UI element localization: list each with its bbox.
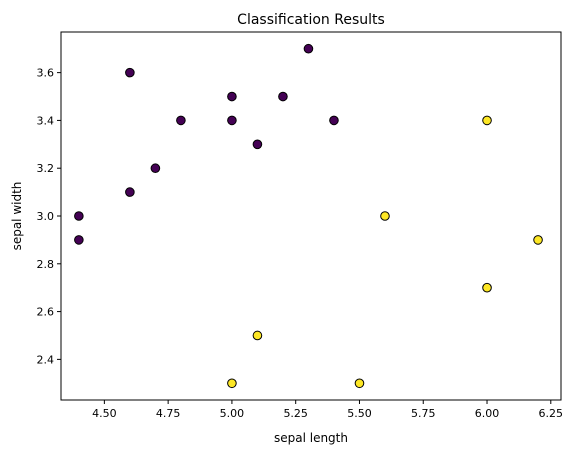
x-axis-label: sepal length [274,431,348,445]
scatter-point-class-1 [482,282,492,293]
scatter-point-class-1 [380,211,390,221]
scatter-point-class-1 [354,378,365,389]
y-tick-label: 3.4 [37,114,55,127]
scatter-point-class-1 [252,330,263,341]
scatter-point-class-0 [252,139,263,150]
scatter-point-class-1 [533,235,543,245]
scatter-point-class-0 [278,91,288,102]
x-tick-label: 5.00 [220,407,245,420]
scatter-point-class-0 [150,163,161,174]
x-tick-label: 5.75 [411,407,436,420]
y-tick-label: 3.0 [37,210,55,223]
scatter-point-class-0 [176,115,186,126]
x-tick-label: 6.25 [539,407,564,420]
y-axis-ticks: 2.4 2.6 2.8 3.0 3.2 3.4 3.6 [37,67,61,366]
x-tick-label: 4.50 [92,407,117,420]
y-axis-label: sepal width [10,182,24,251]
scatter-point-class-0 [74,235,84,245]
y-tick-label: 2.4 [37,353,55,366]
y-tick-label: 2.8 [37,258,55,271]
scatter-point-class-0 [227,115,237,126]
scatter-point-class-0 [303,43,314,54]
y-tick-label: 3.6 [37,67,55,80]
x-tick-label: 6.00 [475,407,500,420]
x-tick-label: 5.25 [283,407,308,420]
scatter-point-class-0 [329,115,339,126]
x-axis-ticks: 4.50 4.75 5.00 5.25 5.50 5.75 6.00 6.25 [92,400,563,420]
scatter-point-class-1 [227,378,237,389]
scatter-point-class-0 [125,187,135,197]
plot-marks [74,43,543,389]
x-tick-label: 4.75 [156,407,181,420]
y-tick-label: 2.6 [37,306,55,319]
scatter-point-class-0 [125,67,135,78]
scatter-point-class-0 [227,91,237,102]
y-tick-label: 3.2 [37,162,55,175]
chart-title: Classification Results [237,12,385,28]
plot-area-frame [60,31,562,401]
scatter-point-class-1 [482,115,492,126]
x-tick-label: 5.50 [347,407,372,420]
scatter-point-class-0 [74,211,84,221]
